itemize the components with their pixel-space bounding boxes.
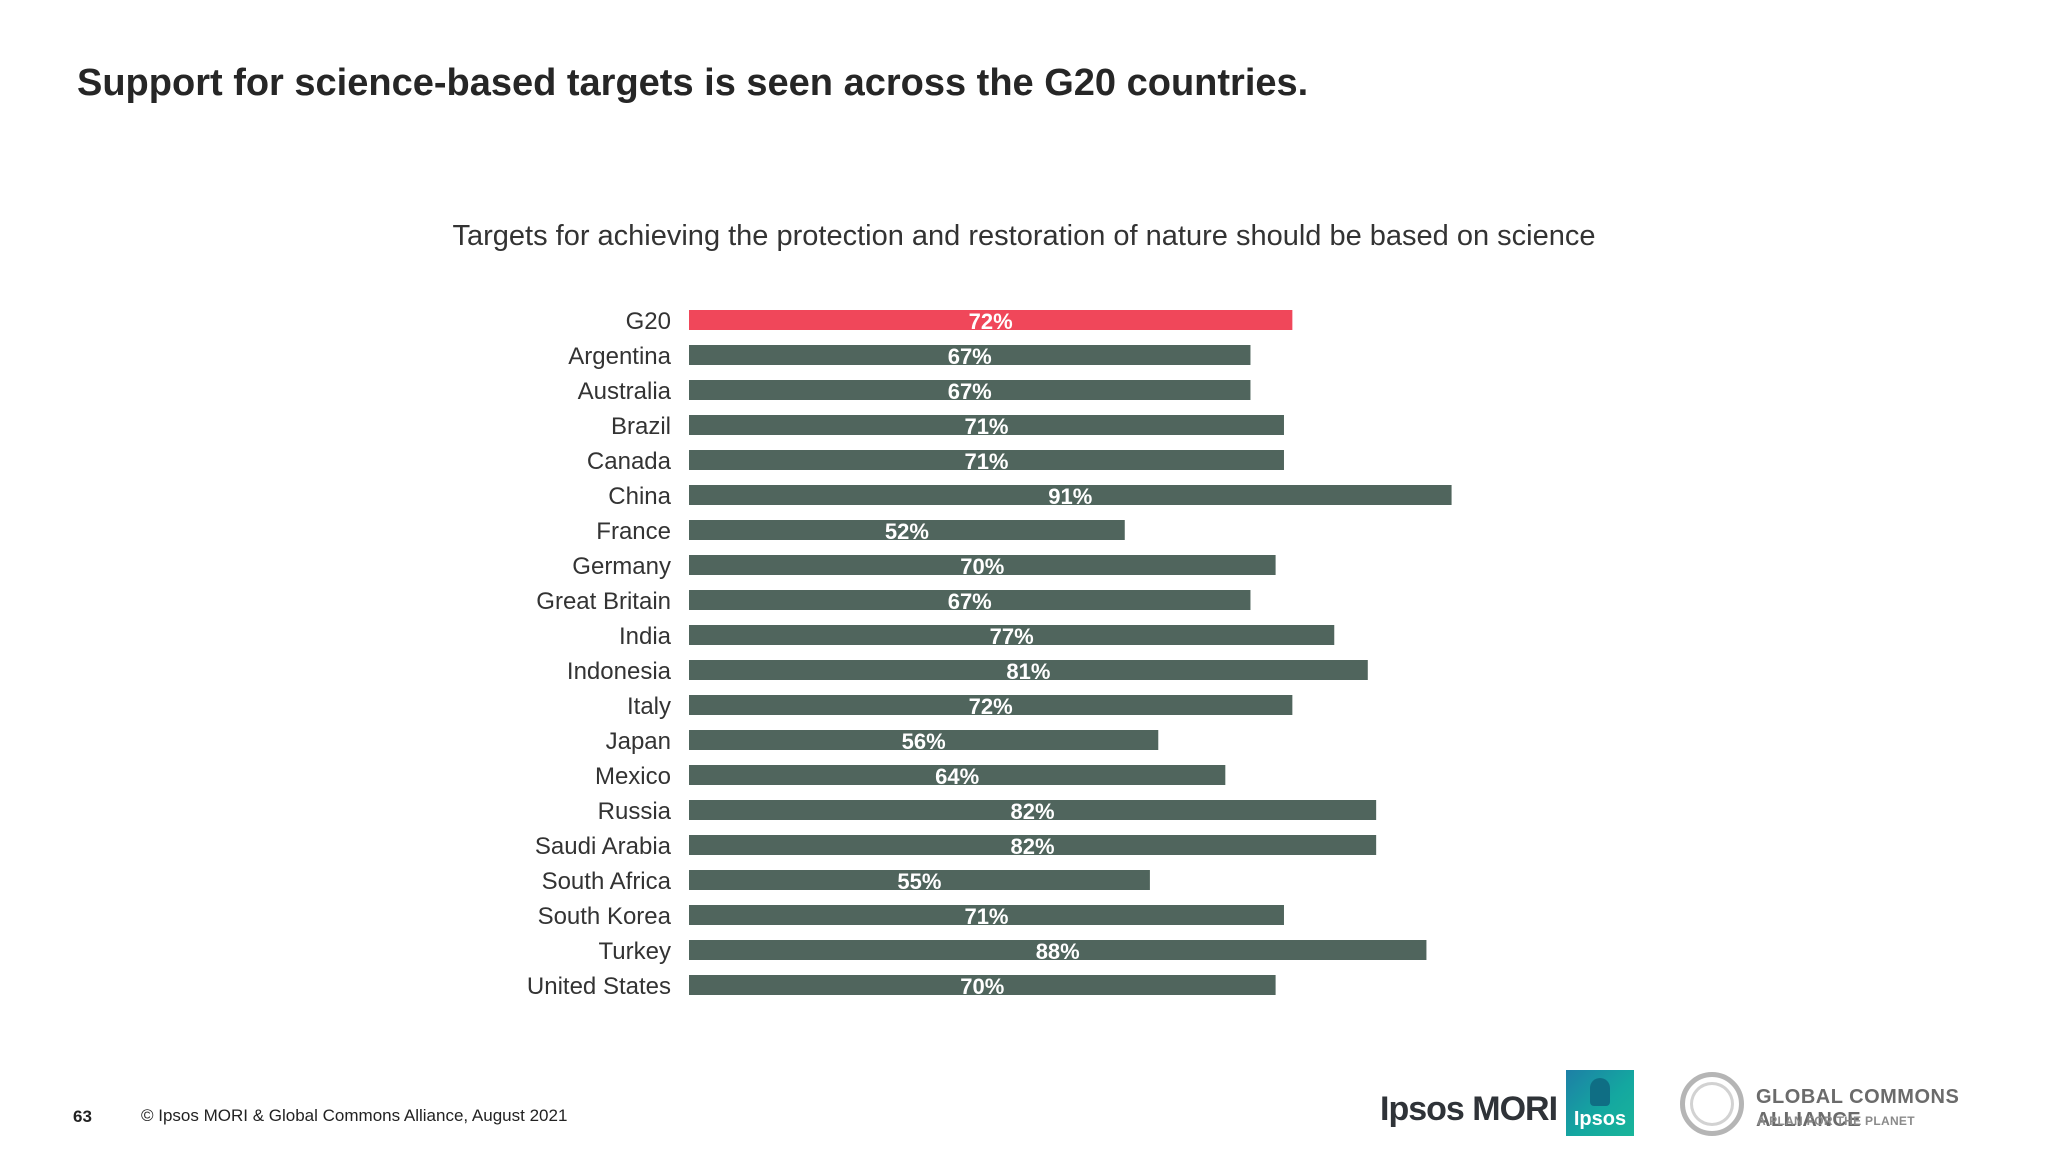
bar-canada [689, 450, 1284, 470]
value-label: 67% [948, 379, 992, 404]
value-label: 55% [897, 869, 941, 894]
bar-australia [689, 380, 1251, 400]
category-label: France [596, 518, 671, 545]
category-label: Indonesia [567, 658, 672, 685]
bar-france [689, 520, 1125, 540]
bar-saudi-arabia [689, 835, 1377, 855]
value-label: 82% [1011, 834, 1055, 859]
value-label: 70% [960, 554, 1004, 579]
category-label: South Korea [538, 903, 672, 930]
bar-turkey [689, 940, 1427, 960]
value-label: 64% [935, 764, 979, 789]
bar-mexico [689, 765, 1226, 785]
bar-south-korea [689, 905, 1284, 925]
value-label: 70% [960, 974, 1004, 999]
value-label: 67% [948, 589, 992, 614]
bar-china [689, 485, 1452, 505]
category-label: Australia [578, 378, 672, 405]
value-label: 81% [1006, 659, 1050, 684]
category-label: Canada [587, 448, 672, 475]
bar-united-states [689, 975, 1276, 995]
slide-title: Support for science-based targets is see… [77, 62, 1309, 104]
value-label: 71% [964, 449, 1008, 474]
value-label: 72% [969, 309, 1013, 334]
value-label: 52% [885, 519, 929, 544]
ipsos-leaf-icon [1590, 1078, 1610, 1106]
ipsos-logo-text: Ipsos [1573, 1108, 1627, 1130]
category-label: Turkey [599, 938, 671, 965]
bar-germany [689, 555, 1276, 575]
chart-title: Targets for achieving the protection and… [452, 220, 1596, 252]
ipsos-mori-logo: Ipsos MORI [1380, 1090, 1558, 1128]
page-number: 63 [73, 1107, 92, 1126]
bar-brazil [689, 415, 1284, 435]
bar-great-britain [689, 590, 1251, 610]
bar-g20 [689, 310, 1293, 330]
bar-japan [689, 730, 1159, 750]
category-label: Argentina [568, 343, 671, 370]
category-label: Italy [627, 693, 671, 720]
value-label: 67% [948, 344, 992, 369]
bar-indonesia [689, 660, 1368, 680]
value-label: 72% [969, 694, 1013, 719]
category-label: G20 [626, 308, 671, 335]
value-label: 56% [902, 729, 946, 754]
bar-india [689, 625, 1335, 645]
category-label: Russia [598, 798, 672, 825]
value-label: 88% [1036, 939, 1080, 964]
category-label: India [619, 623, 672, 650]
global-commons-alliance-logo: GLOBAL COMMONS ALLIANCE [1756, 1086, 1960, 1131]
value-label: 82% [1011, 799, 1055, 824]
bar-russia [689, 800, 1377, 820]
category-label: China [608, 483, 671, 510]
value-label: 71% [964, 414, 1008, 439]
category-label: Brazil [611, 413, 671, 440]
category-label: Saudi Arabia [535, 833, 672, 860]
category-label: Mexico [595, 763, 671, 790]
category-label: Germany [572, 553, 671, 580]
bar-south-africa [689, 870, 1150, 890]
bar-italy [689, 695, 1293, 715]
global-commons-tagline: A PLAN FOR THE PLANET [1757, 1114, 1915, 1128]
ipsos-logo: Ipsos [1566, 1070, 1634, 1136]
category-label: Japan [606, 728, 671, 755]
value-label: 91% [1048, 484, 1092, 509]
category-label: Great Britain [536, 588, 671, 615]
category-label: United States [527, 973, 671, 1000]
value-label: 77% [990, 624, 1034, 649]
category-label: South Africa [542, 868, 672, 895]
global-commons-ring-icon [1680, 1072, 1744, 1136]
copyright-notice: © Ipsos MORI & Global Commons Alliance, … [141, 1106, 568, 1125]
bar-argentina [689, 345, 1251, 365]
value-label: 71% [964, 904, 1008, 929]
